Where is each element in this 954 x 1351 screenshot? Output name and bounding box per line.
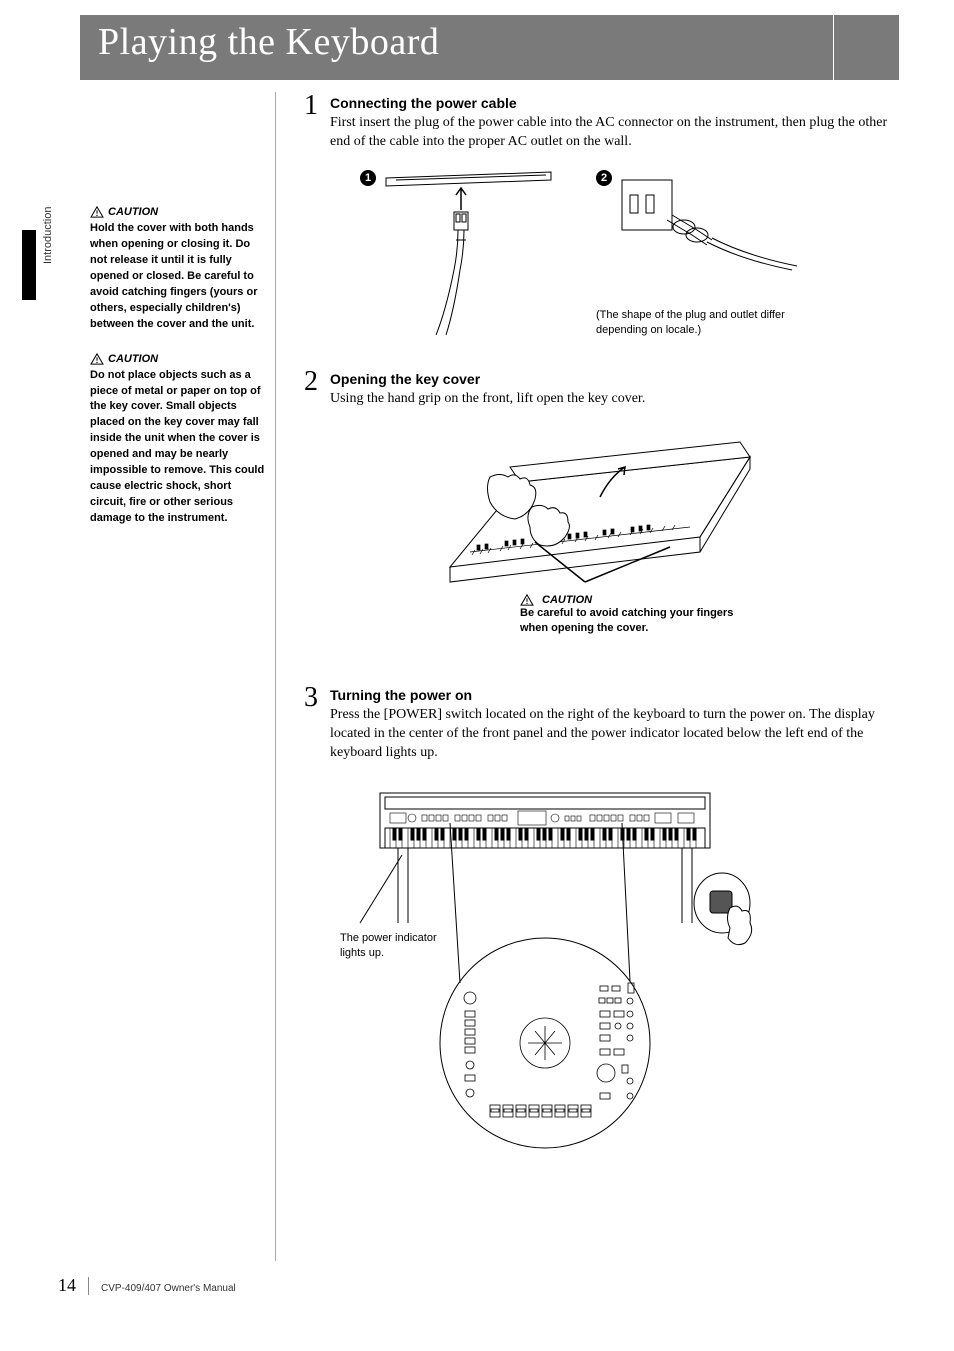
step-body: Connecting the power cable First insert …: [330, 92, 894, 340]
power-cable-illustration-1: [376, 170, 556, 340]
header-band-divider: [833, 15, 834, 80]
page-footer: 14 CVP-409/407 Owner's Manual: [58, 1275, 236, 1296]
side-tab-label: Introduction: [42, 207, 54, 264]
figure-marker-2: 2: [596, 170, 612, 186]
step-3: 3 Turning the power on Press the [POWER]…: [288, 684, 894, 1158]
figure-power-on: The power indicator lights up.: [330, 783, 894, 1158]
caution-text: Hold the cover with both hands when open…: [90, 221, 265, 333]
step-description: First insert the plug of the power cable…: [330, 114, 894, 152]
caution-header: CAUTION: [90, 206, 265, 218]
figure-key-cover: CAUTION Be careful to avoid catching you…: [390, 427, 894, 637]
side-tab-marker: [22, 230, 36, 300]
power-cable-illustration-2: [612, 170, 812, 300]
footer-divider: [88, 1277, 89, 1295]
caution-block: CAUTION Hold the cover with both hands w…: [90, 206, 265, 333]
caution-block: CAUTION Do not place objects such as a p…: [90, 353, 265, 527]
step-number: 1: [288, 92, 330, 340]
main-content: 1 Connecting the power cable First inser…: [288, 92, 894, 1186]
caution-icon: [90, 206, 104, 218]
sidebar-cautions: CAUTION Hold the cover with both hands w…: [90, 206, 265, 547]
step-body: Opening the key cover Using the hand gri…: [330, 368, 894, 637]
step-number: 3: [288, 684, 330, 1158]
figure-note: (The shape of the plug and outlet differ…: [596, 308, 816, 338]
vertical-divider: [275, 92, 276, 1261]
caution-label: CAUTION: [108, 206, 158, 218]
caution-icon: [520, 594, 534, 606]
step-1: 1 Connecting the power cable First inser…: [288, 92, 894, 340]
caution-label: CAUTION: [108, 353, 158, 365]
figure-annotation: The power indicator lights up.: [340, 931, 450, 961]
figure-part-1: 1: [360, 170, 556, 340]
step-title: Opening the key cover: [330, 371, 894, 387]
key-cover-illustration: [390, 427, 770, 617]
step-title: Connecting the power cable: [330, 95, 894, 111]
step-number: 2: [288, 368, 330, 637]
page-number: 14: [58, 1275, 76, 1296]
step-title: Turning the power on: [330, 687, 894, 703]
caution-header: CAUTION: [90, 353, 265, 365]
figure-marker-1: 1: [360, 170, 376, 186]
manual-name: CVP-409/407 Owner's Manual: [101, 1283, 236, 1294]
figure-power-cable: 1: [360, 170, 894, 340]
power-on-illustration: [330, 783, 800, 1153]
caution-icon: [90, 353, 104, 365]
step-body: Turning the power on Press the [POWER] s…: [330, 684, 894, 1158]
figure-caution-label: CAUTION: [542, 594, 592, 606]
figure-part-2: 2: [596, 170, 816, 338]
step-2: 2 Opening the key cover Using the hand g…: [288, 368, 894, 637]
figure-caution-text: Be careful to avoid catching your finger…: [520, 606, 750, 637]
caution-text: Do not place objects such as a piece of …: [90, 368, 265, 527]
step-description: Press the [POWER] switch located on the …: [330, 706, 894, 763]
step-description: Using the hand grip on the front, lift o…: [330, 390, 894, 409]
page-title: Playing the Keyboard: [98, 20, 439, 64]
